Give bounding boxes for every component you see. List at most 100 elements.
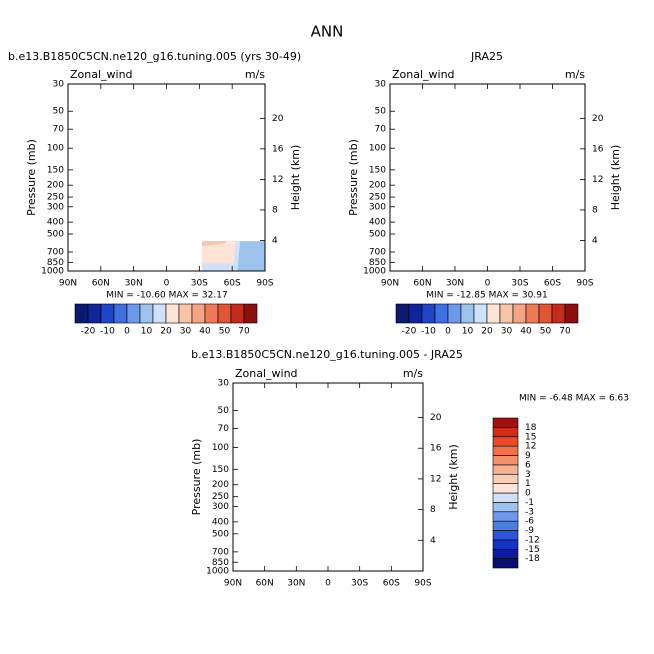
- colorbar-box: [492, 473, 519, 484]
- colorbar-box: [492, 520, 519, 531]
- colorbar-box: [434, 303, 449, 324]
- y2-tick-label: 4: [272, 236, 278, 246]
- x-tick-label: 60S: [544, 279, 561, 289]
- colorbar-box: [525, 303, 540, 324]
- colorbar-label: 9: [525, 451, 531, 461]
- y-tick-label: 400: [369, 218, 386, 228]
- y-tick-label: 850: [369, 258, 386, 268]
- colorbar-box: [492, 539, 519, 550]
- colorbar-box: [492, 558, 519, 569]
- colorbar-box: [492, 417, 519, 428]
- colorbar-box: [460, 303, 475, 324]
- y-tick-label: 500: [369, 230, 386, 240]
- y-tick-label: 850: [212, 558, 229, 568]
- colorbar-box: [492, 427, 519, 438]
- colorbar-label: 40: [520, 327, 532, 337]
- y-tick-label: 300: [47, 202, 64, 212]
- colorbar-box: [492, 455, 519, 466]
- y-tick-label: 200: [47, 181, 64, 191]
- colorbar-box: [408, 303, 423, 324]
- y2-tick-label: 8: [430, 505, 436, 515]
- colorbar-box: [204, 303, 219, 324]
- colorbar-box: [492, 492, 519, 503]
- colorbar-box: [538, 303, 553, 324]
- colorbar-label: 70: [559, 327, 571, 337]
- y2-axis-label: Height (km): [289, 145, 302, 211]
- y-tick-label: 200: [212, 480, 229, 490]
- y2-tick-label: 16: [272, 144, 284, 154]
- colorbar-box: [421, 303, 436, 324]
- stats: MIN = -12.85 MAX = 30.91: [426, 291, 547, 301]
- figure-title: ANN: [311, 23, 344, 41]
- colorbar-label: 50: [219, 327, 231, 337]
- y-tick-label: 700: [212, 547, 229, 557]
- y-tick-label: 70: [375, 125, 387, 135]
- y-tick-label: 700: [369, 247, 386, 257]
- y-axis-label: Pressure (mb): [25, 139, 38, 216]
- y2-tick-label: 20: [592, 114, 604, 124]
- y-tick-label: 300: [369, 202, 386, 212]
- panel-title: b.e13.B1850C5CN.ne120_g16.tuning.005 - J…: [191, 348, 463, 361]
- colorbar-box: [113, 303, 128, 324]
- colorbar-label: 50: [540, 327, 552, 337]
- y-tick-label: 1000: [41, 267, 64, 277]
- colorbar-box: [217, 303, 232, 324]
- x-tick-label: 30N: [446, 279, 464, 289]
- colorbar-box: [395, 303, 410, 324]
- y-tick-label: 150: [369, 165, 386, 175]
- right-string: m/s: [565, 68, 585, 81]
- colorbar-box: [492, 502, 519, 513]
- colorbar-label: 1: [525, 479, 531, 489]
- colorbar-box: [512, 303, 527, 324]
- colorbar-label: -10: [421, 327, 436, 337]
- x-tick-label: 90S: [576, 279, 593, 289]
- colorbar-label: 0: [445, 327, 451, 337]
- contour-field: [201, 241, 265, 271]
- colorbar-label: -20: [402, 327, 417, 337]
- left-string: Zonal_wind: [392, 68, 455, 81]
- y-tick-label: 500: [47, 230, 64, 240]
- y2-tick-label: 8: [272, 205, 278, 215]
- y-tick-label: 850: [47, 258, 64, 268]
- x-tick-label: 60S: [224, 279, 241, 289]
- colorbar-box: [492, 511, 519, 522]
- colorbar-label: 6: [525, 460, 531, 470]
- colorbar-label: 3: [525, 470, 531, 480]
- stats: MIN = -10.60 MAX = 32.17: [106, 291, 227, 301]
- colorbar-label: 18: [525, 423, 537, 433]
- y2-tick-label: 16: [592, 144, 604, 154]
- colorbar-box: [492, 548, 519, 559]
- colorbar-label: 70: [238, 327, 250, 337]
- colorbar-label: -9: [525, 526, 534, 536]
- y-tick-label: 30: [218, 379, 230, 389]
- colorbar-label: 30: [180, 327, 192, 337]
- y-tick-label: 250: [369, 193, 386, 203]
- y2-tick-label: 4: [592, 236, 598, 246]
- colorbar-label: -20: [81, 327, 96, 337]
- y-tick-label: 500: [212, 529, 229, 539]
- colorbar-label: 0: [525, 489, 531, 499]
- colorbar-box: [152, 303, 167, 324]
- x-tick-label: 60N: [413, 279, 431, 289]
- y-tick-label: 400: [212, 517, 229, 527]
- colorbar-box: [230, 303, 245, 324]
- x-tick-label: 90S: [414, 579, 431, 589]
- colorbar-box: [447, 303, 462, 324]
- x-tick-label: 0: [485, 279, 491, 289]
- y2-tick-label: 20: [272, 114, 284, 124]
- colorbar-box: [492, 483, 519, 494]
- y-tick-label: 250: [47, 193, 64, 203]
- colorbar-box: [486, 303, 501, 324]
- colorbar-label: -12: [525, 535, 540, 545]
- colorbar-label: 12: [525, 442, 536, 452]
- colorbar-box: [165, 303, 180, 324]
- y-tick-label: 200: [369, 181, 386, 191]
- y2-tick-label: 12: [430, 474, 441, 484]
- y2-tick-label: 8: [592, 205, 598, 215]
- colorbar-box: [87, 303, 102, 324]
- y-tick-label: 250: [212, 492, 229, 502]
- plot-frame: [232, 382, 424, 572]
- colorbar-box: [473, 303, 488, 324]
- colorbar-label: 20: [160, 327, 172, 337]
